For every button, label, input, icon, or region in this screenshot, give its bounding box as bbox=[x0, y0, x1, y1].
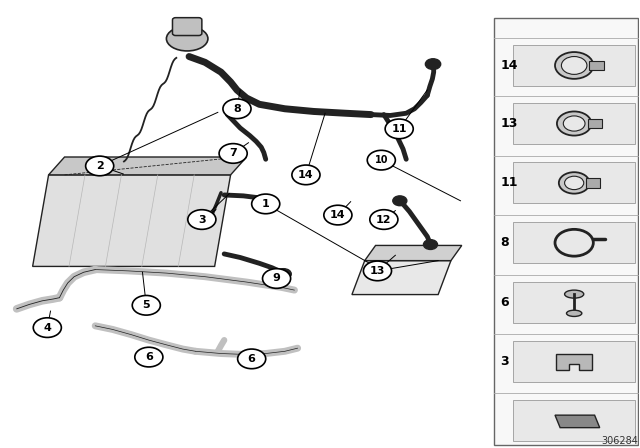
Circle shape bbox=[86, 156, 114, 176]
Text: 3: 3 bbox=[198, 215, 205, 224]
FancyBboxPatch shape bbox=[588, 119, 602, 129]
Circle shape bbox=[135, 347, 163, 367]
Text: 306284: 306284 bbox=[601, 436, 638, 446]
FancyBboxPatch shape bbox=[513, 222, 636, 263]
Text: 8: 8 bbox=[500, 236, 509, 249]
Circle shape bbox=[424, 240, 438, 250]
Circle shape bbox=[219, 144, 247, 163]
Polygon shape bbox=[556, 353, 592, 370]
Text: 1: 1 bbox=[262, 199, 269, 209]
Text: 6: 6 bbox=[500, 296, 509, 309]
Text: 8: 8 bbox=[233, 104, 241, 114]
Circle shape bbox=[292, 165, 320, 185]
Ellipse shape bbox=[564, 290, 584, 298]
Text: 6: 6 bbox=[145, 352, 153, 362]
Circle shape bbox=[252, 194, 280, 214]
Text: 7: 7 bbox=[229, 148, 237, 159]
Text: 9: 9 bbox=[273, 273, 280, 284]
Circle shape bbox=[385, 119, 413, 139]
Text: 14: 14 bbox=[298, 170, 314, 180]
Circle shape bbox=[561, 56, 587, 74]
Circle shape bbox=[555, 52, 593, 79]
FancyBboxPatch shape bbox=[173, 17, 202, 35]
Text: 14: 14 bbox=[330, 210, 346, 220]
Polygon shape bbox=[33, 175, 230, 267]
Circle shape bbox=[564, 176, 584, 190]
FancyBboxPatch shape bbox=[513, 162, 636, 203]
Ellipse shape bbox=[166, 26, 208, 51]
Circle shape bbox=[237, 349, 266, 369]
Polygon shape bbox=[49, 157, 246, 175]
Polygon shape bbox=[365, 246, 462, 261]
Circle shape bbox=[426, 59, 441, 69]
FancyBboxPatch shape bbox=[513, 400, 636, 441]
Text: 12: 12 bbox=[376, 215, 392, 224]
FancyBboxPatch shape bbox=[513, 103, 636, 144]
FancyBboxPatch shape bbox=[493, 17, 638, 445]
Circle shape bbox=[367, 151, 396, 170]
Text: 11: 11 bbox=[392, 124, 407, 134]
Text: 4: 4 bbox=[44, 323, 51, 332]
Circle shape bbox=[370, 210, 398, 229]
Text: 13: 13 bbox=[500, 117, 518, 130]
Circle shape bbox=[559, 172, 589, 194]
Text: 5: 5 bbox=[143, 300, 150, 310]
Text: 11: 11 bbox=[500, 177, 518, 190]
Circle shape bbox=[393, 196, 407, 206]
Circle shape bbox=[188, 210, 216, 229]
Text: 2: 2 bbox=[96, 161, 104, 171]
Text: 10: 10 bbox=[374, 155, 388, 165]
Circle shape bbox=[557, 112, 591, 136]
Circle shape bbox=[364, 261, 392, 281]
Circle shape bbox=[262, 269, 291, 289]
Circle shape bbox=[33, 318, 61, 337]
FancyBboxPatch shape bbox=[589, 60, 604, 70]
Circle shape bbox=[223, 99, 251, 119]
Text: 13: 13 bbox=[370, 266, 385, 276]
FancyBboxPatch shape bbox=[513, 45, 636, 86]
Polygon shape bbox=[555, 415, 600, 428]
Ellipse shape bbox=[566, 310, 582, 316]
FancyBboxPatch shape bbox=[513, 341, 636, 382]
Polygon shape bbox=[352, 261, 451, 295]
Circle shape bbox=[132, 296, 161, 315]
Circle shape bbox=[324, 205, 352, 225]
Text: 14: 14 bbox=[500, 59, 518, 72]
FancyBboxPatch shape bbox=[513, 282, 636, 323]
Circle shape bbox=[563, 116, 585, 131]
FancyBboxPatch shape bbox=[586, 178, 600, 188]
Text: 3: 3 bbox=[500, 355, 509, 368]
Circle shape bbox=[276, 269, 291, 280]
Text: 6: 6 bbox=[248, 354, 255, 364]
